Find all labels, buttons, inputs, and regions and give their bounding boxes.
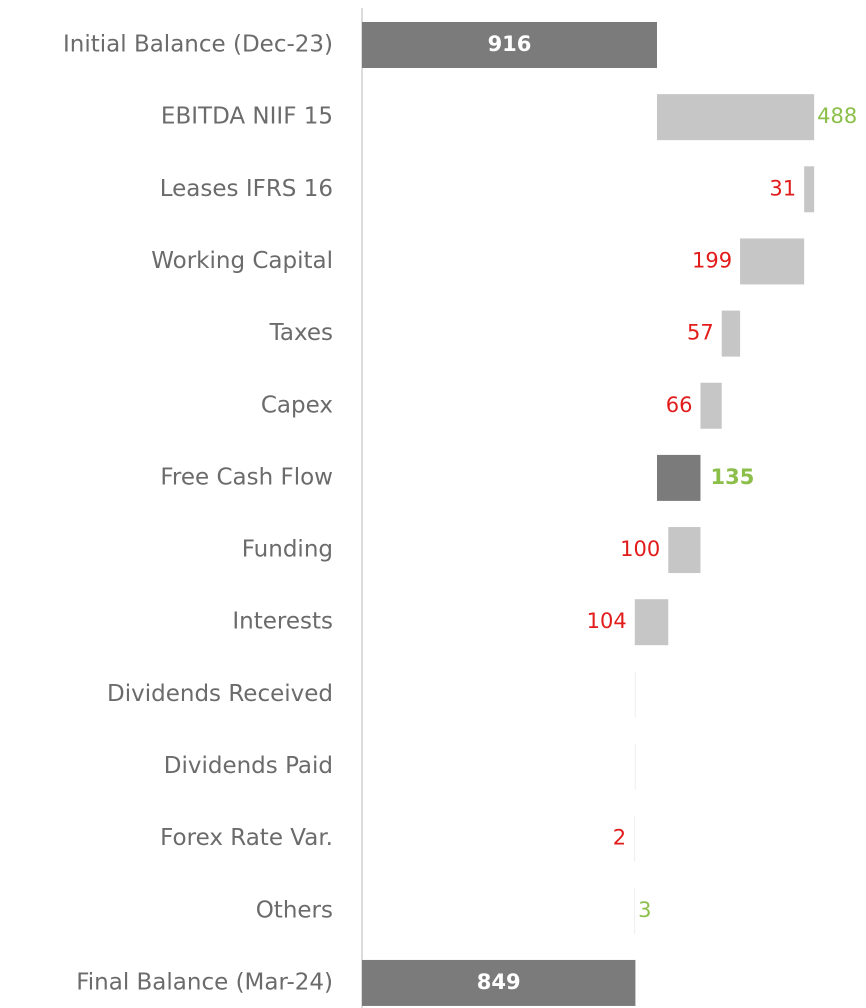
category-label: Working Capital: [151, 248, 333, 274]
bar: [634, 671, 636, 718]
bar: [634, 887, 636, 934]
category-label: Taxes: [269, 320, 333, 346]
category-label: Leases IFRS 16: [160, 176, 333, 202]
category-label: Others: [256, 897, 333, 923]
category-label: EBITDA NIIF 15: [161, 104, 333, 130]
value-label: 31: [769, 176, 796, 200]
value-label: 66: [666, 393, 693, 417]
category-label: Capex: [261, 392, 333, 418]
value-label: 488: [817, 104, 857, 128]
bar: [804, 166, 815, 213]
category-label: Free Cash Flow: [160, 464, 333, 490]
category-label: Interests: [232, 609, 333, 635]
value-label: 57: [687, 321, 714, 345]
value-label: 100: [620, 537, 660, 561]
category-label: Dividends Received: [107, 681, 333, 707]
category-label: Initial Balance (Dec-23): [63, 32, 333, 58]
value-label: 3: [638, 898, 651, 922]
bar: [362, 959, 636, 1006]
bar: [656, 94, 815, 141]
category-label: Forex Rate Var.: [160, 825, 333, 851]
bar: [721, 310, 741, 357]
value-label: 2: [613, 826, 626, 850]
value-label: 849: [477, 970, 521, 994]
category-label: Final Balance (Mar-24): [76, 969, 333, 995]
bar: [668, 527, 701, 574]
bar: [634, 815, 636, 862]
value-label: 199: [692, 248, 732, 272]
bar: [700, 382, 722, 429]
bar: [740, 238, 805, 285]
bar: [656, 454, 701, 501]
bar: [634, 599, 669, 646]
category-label: Dividends Paid: [164, 753, 333, 779]
category-label: Funding: [242, 537, 333, 563]
bar: [634, 743, 636, 790]
bar: [362, 22, 657, 68]
value-label: 104: [587, 609, 627, 633]
value-label: 135: [710, 465, 754, 489]
value-label: 916: [488, 32, 532, 56]
